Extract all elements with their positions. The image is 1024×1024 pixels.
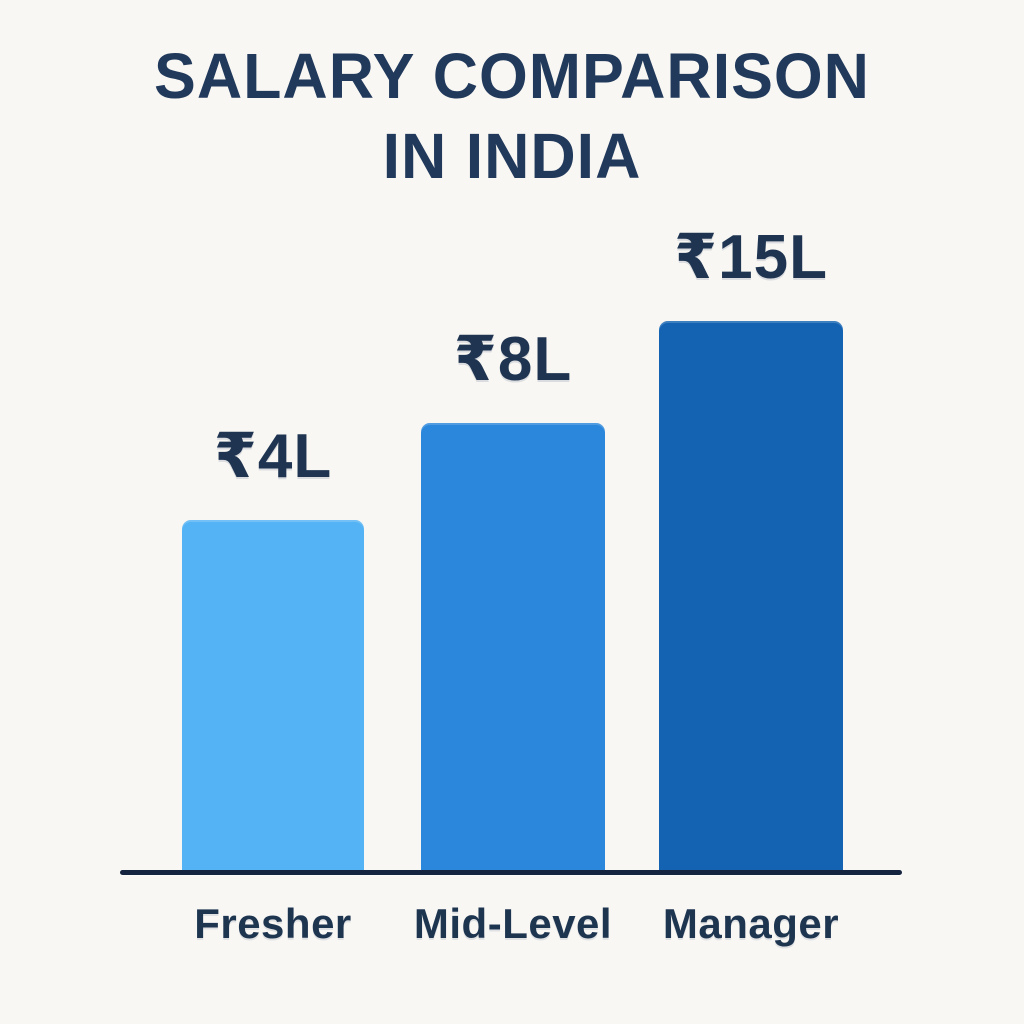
category-label-mid-level: Mid-Level (413, 900, 613, 947)
bar-manager (659, 321, 843, 870)
bar-mid-level (421, 423, 605, 870)
chart-title: SALARY COMPARISON IN INDIA (10, 36, 1014, 196)
chart-title-line1: SALARY COMPARISON (154, 40, 870, 112)
category-label-fresher: Fresher (194, 900, 352, 947)
value-label-mid-level: ₹8L (453, 325, 573, 394)
value-label-manager: ₹15L (674, 223, 828, 292)
bar-fresher (182, 520, 364, 870)
category-label-manager: Manager (662, 900, 840, 947)
value-label-fresher: ₹4L (213, 422, 333, 491)
chart-title-line2: IN INDIA (382, 120, 642, 192)
x-axis-line (120, 870, 902, 875)
